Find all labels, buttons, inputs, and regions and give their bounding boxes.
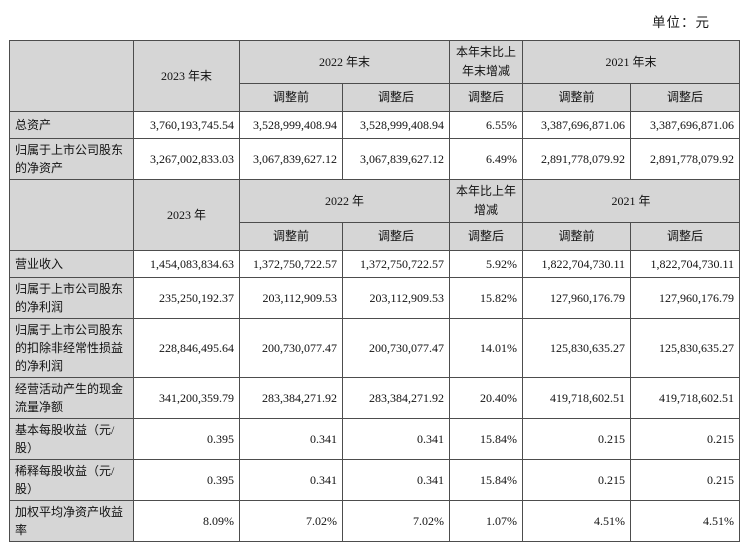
- value-cell: 419,718,602.51: [522, 377, 632, 419]
- value-cell: 15.84%: [449, 459, 524, 501]
- header-row-a2: 调整前 调整后 调整后 调整前 调整后: [10, 83, 741, 112]
- value-cell: 8.09%: [133, 500, 240, 542]
- value-cell: 127,960,176.79: [522, 277, 632, 319]
- value-cell: 0.215: [522, 418, 632, 460]
- table-row-net-profit-excl-nonrecurring: 归属于上市公司股东的扣除非经常性损益的净利润 228,846,495.64 20…: [9, 318, 741, 378]
- value-cell: 4.51%: [522, 500, 632, 542]
- subheader-2021-after-a: 调整后: [630, 83, 741, 112]
- col-header-change-yearend: 本年末比上年末增减: [449, 40, 524, 84]
- row-label: 稀释每股收益（元/股）: [9, 459, 134, 501]
- value-cell: 0.341: [239, 418, 343, 460]
- value-cell: 1,822,704,730.11: [522, 250, 632, 278]
- value-cell: 419,718,602.51: [630, 377, 741, 419]
- blank-corner-cell-b: [9, 179, 134, 251]
- financial-summary-table: 2023 年末 2022 年末 本年末比上年末增减 2021 年末 调整前 调整…: [9, 40, 741, 542]
- row-label: 归属于上市公司股东的净利润: [9, 277, 134, 319]
- value-cell: 228,846,495.64: [133, 318, 240, 378]
- header-row-b2: 调整前 调整后 调整后 调整前 调整后: [10, 222, 741, 251]
- col-header-2021-yearend: 2021 年末: [522, 40, 741, 84]
- value-cell: 2,891,778,079.92: [630, 138, 741, 180]
- value-cell: 3,267,002,833.03: [133, 138, 240, 180]
- value-cell: 127,960,176.79: [630, 277, 741, 319]
- value-cell: 125,830,635.27: [522, 318, 632, 378]
- row-label: 总资产: [9, 111, 134, 139]
- value-cell: 3,387,696,871.06: [522, 111, 632, 139]
- col-header-2023-year: 2023 年: [133, 179, 240, 251]
- value-cell: 341,200,359.79: [133, 377, 240, 419]
- value-cell: 15.82%: [449, 277, 524, 319]
- value-cell: 0.215: [630, 459, 741, 501]
- value-cell: 3,528,999,408.94: [239, 111, 343, 139]
- value-cell: 1.07%: [449, 500, 524, 542]
- value-cell: 0.215: [630, 418, 741, 460]
- row-label: 经营活动产生的现金流量净额: [9, 377, 134, 419]
- value-cell: 200,730,077.47: [341, 318, 451, 378]
- row-label: 基本每股收益（元/股）: [9, 418, 134, 460]
- col-header-2022-year: 2022 年: [238, 179, 451, 223]
- table-row-total-assets: 总资产 3,760,193,745.54 3,528,999,408.94 3,…: [9, 111, 741, 139]
- subheader-2022-before-a: 调整前: [239, 83, 343, 112]
- table-row-net-assets: 归属于上市公司股东的净资产 3,267,002,833.03 3,067,839…: [9, 138, 741, 180]
- value-cell: 0.395: [133, 459, 240, 501]
- value-cell: 7.02%: [341, 500, 451, 542]
- value-cell: 0.341: [341, 459, 451, 501]
- value-cell: 203,112,909.53: [239, 277, 343, 319]
- value-cell: 6.55%: [449, 111, 524, 139]
- value-cell: 20.40%: [449, 377, 524, 419]
- subheader-change-after-b: 调整后: [449, 222, 524, 251]
- subheader-2022-before-b: 调整前: [239, 222, 343, 251]
- table-row-weighted-avg-roe: 加权平均净资产收益率 8.09% 7.02% 7.02% 1.07% 4.51%…: [9, 500, 741, 542]
- value-cell: 3,760,193,745.54: [133, 111, 240, 139]
- col-header-2022-yearend: 2022 年末: [238, 40, 451, 84]
- value-cell: 0.215: [522, 459, 632, 501]
- col-header-change-year: 本年比上年增减: [449, 179, 524, 223]
- value-cell: 3,067,839,627.12: [239, 138, 343, 180]
- subheader-2022-after-a: 调整后: [341, 83, 451, 112]
- table-row-net-profit: 归属于上市公司股东的净利润 235,250,192.37 203,112,909…: [9, 277, 741, 319]
- table-row-operating-cash-flow: 经营活动产生的现金流量净额 341,200,359.79 283,384,271…: [9, 377, 741, 419]
- value-cell: 15.84%: [449, 418, 524, 460]
- value-cell: 3,387,696,871.06: [630, 111, 741, 139]
- header-row-b1: 2023 年 2022 年 本年比上年增减 2021 年: [9, 179, 741, 251]
- value-cell: 14.01%: [449, 318, 524, 378]
- subheader-2021-after-b: 调整后: [630, 222, 741, 251]
- value-cell: 0.341: [341, 418, 451, 460]
- value-cell: 3,528,999,408.94: [341, 111, 451, 139]
- value-cell: 5.92%: [449, 250, 524, 278]
- value-cell: 235,250,192.37: [133, 277, 240, 319]
- value-cell: 4.51%: [630, 500, 741, 542]
- value-cell: 0.341: [239, 459, 343, 501]
- header-row-a1: 2023 年末 2022 年末 本年末比上年末增减 2021 年末: [9, 40, 741, 112]
- subheader-2021-before-a: 调整前: [522, 83, 632, 112]
- value-cell: 0.395: [133, 418, 240, 460]
- value-cell: 1,372,750,722.57: [239, 250, 343, 278]
- blank-corner-cell-a: [9, 40, 134, 112]
- col-header-2023-yearend: 2023 年末: [133, 40, 240, 112]
- value-cell: 203,112,909.53: [341, 277, 451, 319]
- unit-label: 单位：元: [652, 15, 710, 30]
- value-cell: 283,384,271.92: [341, 377, 451, 419]
- value-cell: 6.49%: [449, 138, 524, 180]
- row-label: 归属于上市公司股东的净资产: [9, 138, 134, 180]
- row-label: 加权平均净资产收益率: [9, 500, 134, 542]
- row-label: 归属于上市公司股东的扣除非经常性损益的净利润: [9, 318, 134, 378]
- row-label: 营业收入: [9, 250, 134, 278]
- value-cell: 1,454,083,834.63: [133, 250, 240, 278]
- table-row-diluted-eps: 稀释每股收益（元/股） 0.395 0.341 0.341 15.84% 0.2…: [9, 459, 741, 501]
- subheader-2022-after-b: 调整后: [341, 222, 451, 251]
- col-header-2021-year: 2021 年: [522, 179, 741, 223]
- value-cell: 283,384,271.92: [239, 377, 343, 419]
- subheader-change-after-a: 调整后: [449, 83, 524, 112]
- value-cell: 1,372,750,722.57: [341, 250, 451, 278]
- value-cell: 1,822,704,730.11: [630, 250, 741, 278]
- table-row-basic-eps: 基本每股收益（元/股） 0.395 0.341 0.341 15.84% 0.2…: [9, 418, 741, 460]
- value-cell: 3,067,839,627.12: [341, 138, 451, 180]
- value-cell: 2,891,778,079.92: [522, 138, 632, 180]
- value-cell: 125,830,635.27: [630, 318, 741, 378]
- table-row-revenue: 营业收入 1,454,083,834.63 1,372,750,722.57 1…: [9, 250, 741, 278]
- subheader-2021-before-b: 调整前: [522, 222, 632, 251]
- value-cell: 200,730,077.47: [239, 318, 343, 378]
- value-cell: 7.02%: [239, 500, 343, 542]
